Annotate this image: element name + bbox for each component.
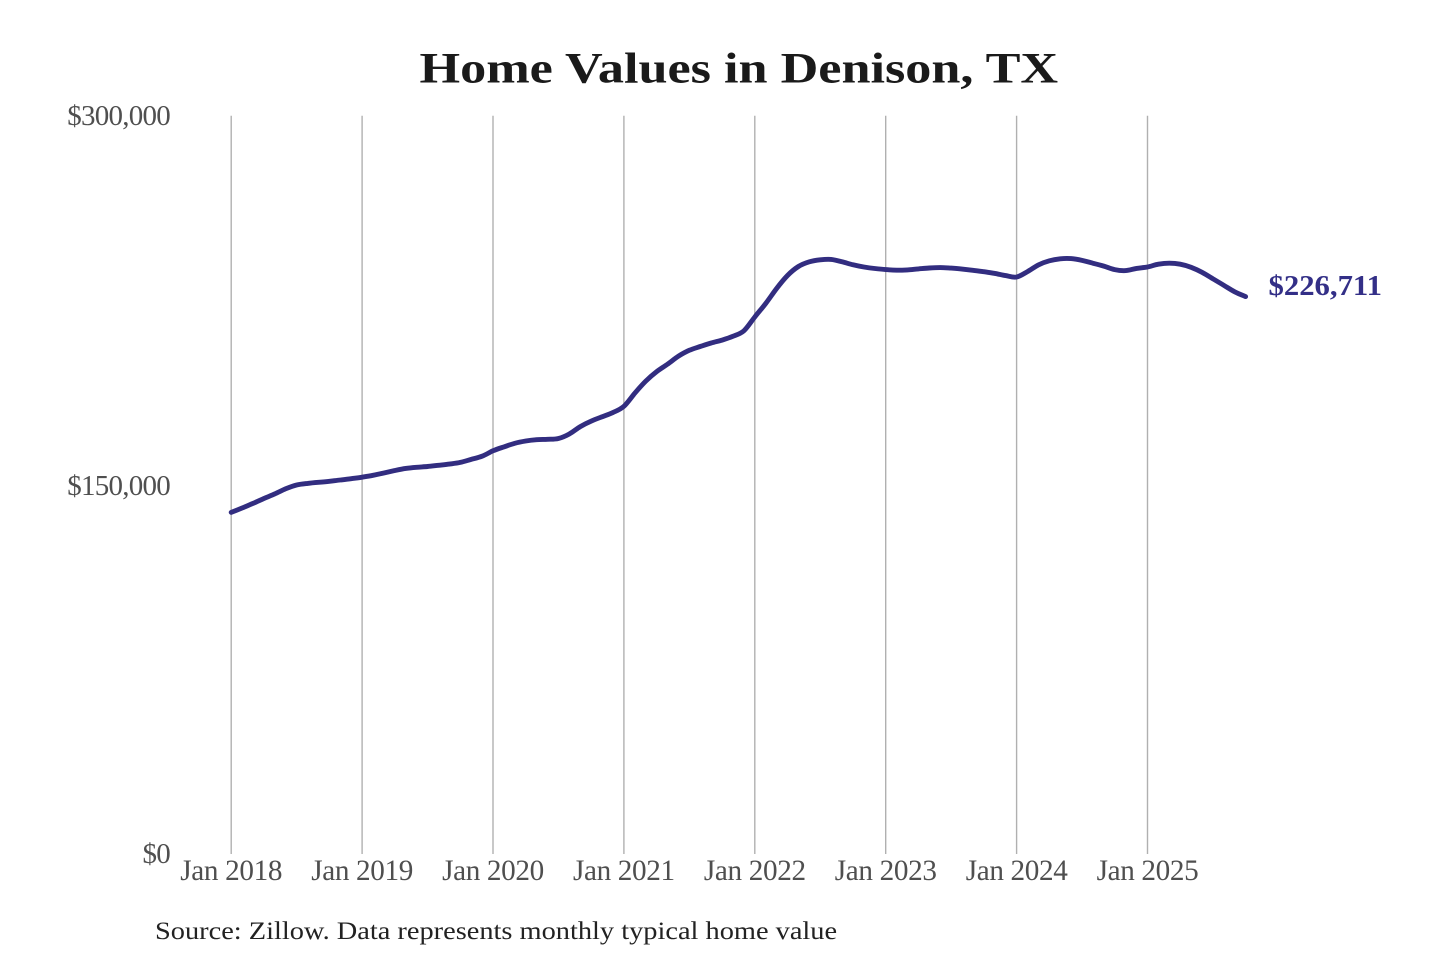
svg-text:Jan 2024: Jan 2024 [966, 855, 1069, 887]
svg-text:$0: $0 [143, 838, 171, 870]
svg-text:$150,000: $150,000 [67, 470, 170, 502]
svg-text:Home Values in Denison, TX: Home Values in Denison, TX [420, 45, 1059, 93]
svg-text:Source: Zillow. Data represent: Source: Zillow. Data represents monthly … [155, 916, 837, 944]
svg-text:Jan 2021: Jan 2021 [573, 855, 675, 887]
svg-text:Jan 2023: Jan 2023 [835, 855, 937, 887]
svg-text:Jan 2025: Jan 2025 [1097, 855, 1199, 887]
svg-text:$300,000: $300,000 [67, 100, 170, 132]
svg-text:Jan 2022: Jan 2022 [704, 855, 806, 887]
svg-text:Jan 2018: Jan 2018 [180, 855, 282, 887]
svg-text:Jan 2020: Jan 2020 [442, 855, 544, 887]
svg-text:Jan 2019: Jan 2019 [311, 855, 413, 887]
svg-text:$226,711: $226,711 [1269, 271, 1382, 301]
